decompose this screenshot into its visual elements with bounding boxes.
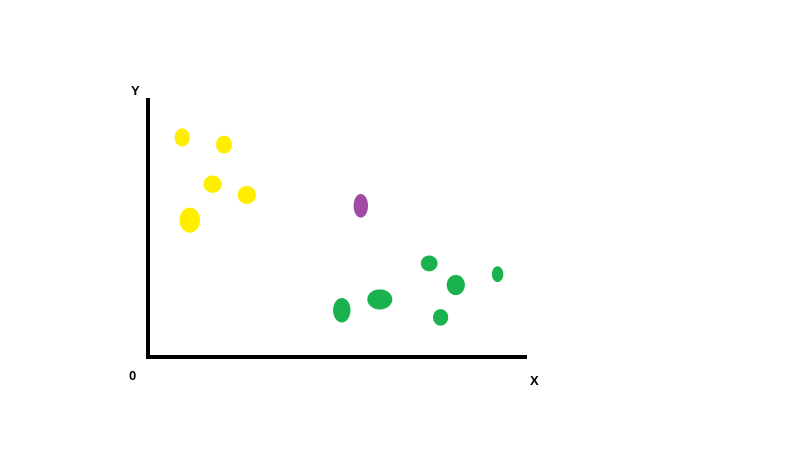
- data-point: [237, 186, 256, 204]
- x-axis-label: X: [530, 373, 539, 388]
- data-point: [203, 175, 222, 193]
- data-point: [179, 207, 201, 233]
- data-point: [216, 135, 232, 154]
- origin-label: 0: [129, 368, 136, 383]
- data-point: [446, 274, 465, 296]
- data-point: [333, 297, 351, 323]
- data-point: [433, 309, 449, 326]
- data-point: [420, 255, 438, 272]
- data-point: [174, 128, 190, 147]
- data-point: [353, 193, 369, 218]
- data-point: [491, 266, 504, 283]
- y-axis-label: Y: [131, 83, 140, 98]
- points-layer: [174, 128, 504, 326]
- data-point: [367, 289, 393, 310]
